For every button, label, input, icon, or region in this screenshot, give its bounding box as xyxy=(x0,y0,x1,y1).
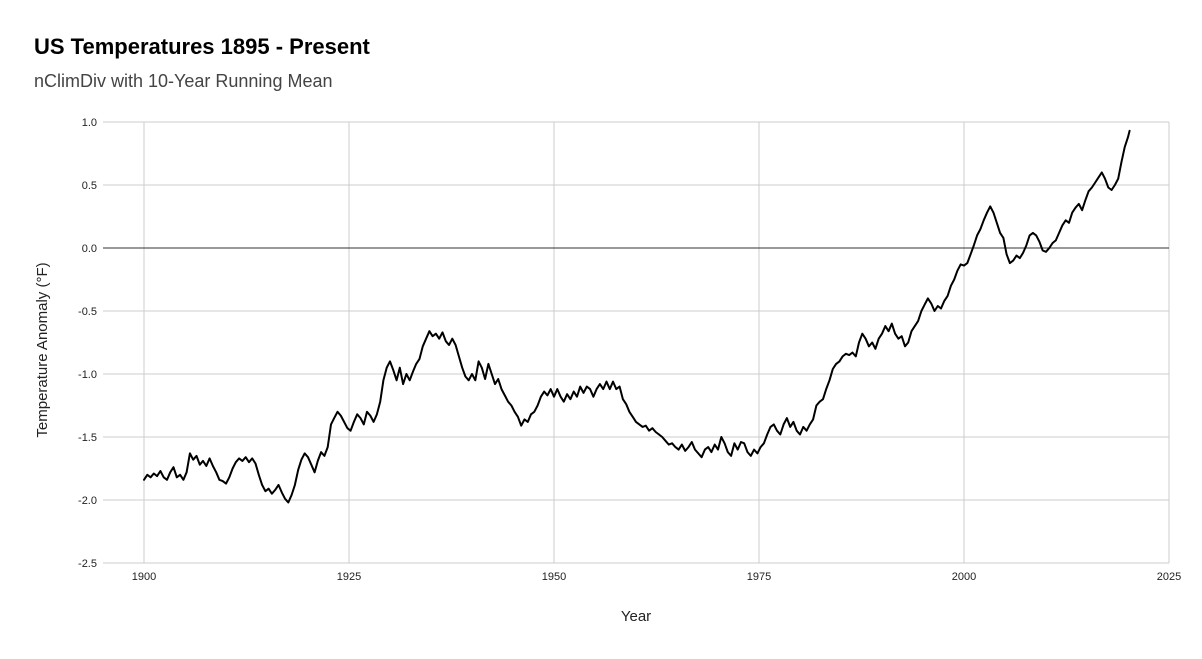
chart-title: US Temperatures 1895 - Present xyxy=(34,34,370,59)
y-tick-label: -1.5 xyxy=(78,432,97,444)
chart-subtitle: nClimDiv with 10-Year Running Mean xyxy=(34,71,333,91)
grid-lines xyxy=(103,121,1170,564)
y-tick-label: -2.0 xyxy=(78,495,97,507)
x-axis-title: Year xyxy=(621,608,651,625)
x-tick-label: 1950 xyxy=(542,571,566,583)
x-tick-label: 2000 xyxy=(952,571,976,583)
x-axis-ticks: 1900 1925 1950 1975 2000 2025 xyxy=(132,571,1181,583)
y-tick-label: -0.5 xyxy=(78,306,97,318)
y-tick-label: -1.0 xyxy=(78,369,97,381)
y-tick-label: 0.5 xyxy=(82,180,97,192)
y-tick-label: -2.5 xyxy=(78,558,97,570)
x-tick-label: 1925 xyxy=(337,571,361,583)
x-tick-label: 2025 xyxy=(1157,571,1181,583)
series-line xyxy=(143,129,1131,504)
x-tick-label: 1900 xyxy=(132,571,156,583)
y-axis-title: Temperature Anomaly (°F) xyxy=(34,262,51,437)
y-tick-label: 1.0 xyxy=(82,117,97,129)
x-tick-label: 1975 xyxy=(747,571,771,583)
y-tick-label: 0.0 xyxy=(82,243,97,255)
series-group xyxy=(143,129,1131,504)
y-axis-ticks: 1.0 0.5 0.0 -0.5 -1.0 -1.5 -2.0 -2.5 xyxy=(78,117,97,570)
